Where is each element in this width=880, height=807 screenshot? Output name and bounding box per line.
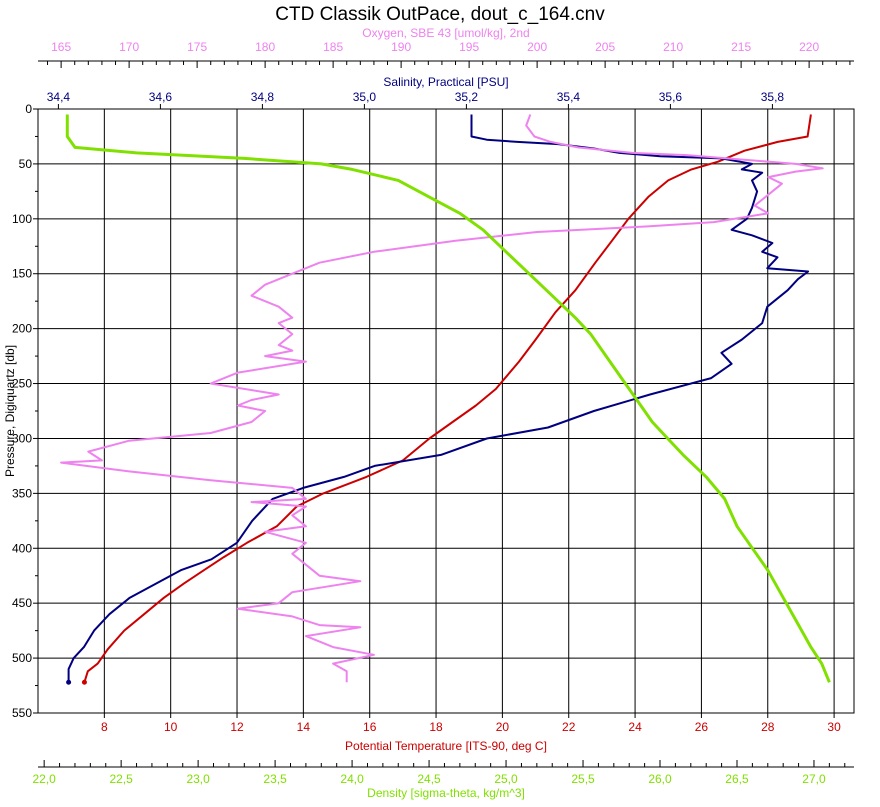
oxygen-tick-label: 205 bbox=[595, 40, 615, 54]
y-tick-label: 300 bbox=[12, 431, 32, 445]
oxygen-tick-label: 215 bbox=[731, 40, 751, 54]
salinity-tick-label: 35,4 bbox=[557, 90, 581, 104]
chart-title: CTD Classik OutPace, dout_c_164.cnv bbox=[275, 4, 605, 25]
density-tick-label: 25,5 bbox=[571, 772, 595, 786]
oxygen-tick-label: 165 bbox=[51, 40, 71, 54]
density-series-line bbox=[65, 114, 831, 683]
y-tick-label: 550 bbox=[12, 706, 32, 720]
temperature-tick-label: 24 bbox=[628, 720, 642, 734]
plot-frame bbox=[37, 108, 855, 714]
y-tick-label: 450 bbox=[12, 596, 32, 610]
temperature-tick-label: 22 bbox=[562, 720, 576, 734]
oxygen-tick-label: 180 bbox=[255, 40, 275, 54]
salinity-tick-label: 34,8 bbox=[251, 90, 275, 104]
oxygen-tick-label: 195 bbox=[459, 40, 479, 54]
y-tick-label: 50 bbox=[19, 157, 33, 171]
salinity-axis-title: Salinity, Practical [PSU] bbox=[383, 75, 508, 89]
temperature-tick-label: 14 bbox=[297, 720, 311, 734]
temperature-axis-title: Potential Temperature [ITS-90, deg C] bbox=[345, 739, 547, 753]
temperature-tick-label: 30 bbox=[827, 720, 841, 734]
density-tick-label: 22,0 bbox=[32, 772, 56, 786]
oxygen-tick-label: 190 bbox=[391, 40, 411, 54]
density-tick-label: 26,0 bbox=[648, 772, 672, 786]
temperature-tick-label: 10 bbox=[164, 720, 178, 734]
temperature-tick-label: 8 bbox=[101, 720, 108, 734]
salinity-tick-label: 35,6 bbox=[659, 90, 683, 104]
y-tick-label: 150 bbox=[12, 267, 32, 281]
temperature-tick-label: 20 bbox=[496, 720, 510, 734]
y-tick-label: 500 bbox=[12, 651, 32, 665]
oxygen-tick-label: 170 bbox=[119, 40, 139, 54]
temperature-tick-label: 26 bbox=[695, 720, 709, 734]
salinity-tick-label: 34,6 bbox=[149, 90, 173, 104]
density-tick-label: 23,0 bbox=[186, 772, 210, 786]
density-tick-label: 26,5 bbox=[725, 772, 749, 786]
oxygen-tick-label: 210 bbox=[663, 40, 683, 54]
density-tick-label: 22,5 bbox=[109, 772, 133, 786]
temperature-end-marker bbox=[81, 679, 87, 685]
density-axis-title: Density [sigma-theta, kg/m^3] bbox=[367, 786, 525, 800]
oxygen-tick-label: 220 bbox=[799, 40, 819, 54]
salinity-tick-label: 35,2 bbox=[455, 90, 479, 104]
temperature-tick-label: 18 bbox=[429, 720, 443, 734]
salinity-tick-label: 35,0 bbox=[353, 90, 377, 104]
oxygen-tick-label: 200 bbox=[527, 40, 547, 54]
salinity-tick-label: 35,8 bbox=[761, 90, 785, 104]
density-tick-label: 24,0 bbox=[340, 772, 364, 786]
density-tick-label: 23,5 bbox=[263, 772, 287, 786]
salinity-tick-label: 34,4 bbox=[47, 90, 71, 104]
density-tick-label: 27,0 bbox=[802, 772, 826, 786]
y-tick-label: 200 bbox=[12, 322, 32, 336]
oxygen-series-line bbox=[60, 114, 824, 683]
y-tick-label: 100 bbox=[12, 212, 32, 226]
oxygen-axis-title: Oxygen, SBE 43 [umol/kg], 2nd bbox=[362, 26, 529, 40]
density-tick-label: 25,0 bbox=[494, 772, 518, 786]
y-tick-label: 350 bbox=[12, 486, 32, 500]
density-tick-label: 24,5 bbox=[417, 772, 441, 786]
oxygen-tick-label: 185 bbox=[323, 40, 343, 54]
y-tick-label: 250 bbox=[12, 377, 32, 391]
temperature-series-line bbox=[83, 114, 812, 683]
y-axis-title: Pressure, Digiquartz [db] bbox=[3, 345, 17, 477]
salinity-end-marker bbox=[66, 679, 72, 685]
temperature-tick-label: 16 bbox=[363, 720, 377, 734]
salinity-series-line bbox=[67, 114, 810, 683]
y-tick-label: 400 bbox=[12, 541, 32, 555]
oxygen-tick-label: 175 bbox=[187, 40, 207, 54]
temperature-tick-label: 28 bbox=[761, 720, 775, 734]
temperature-tick-label: 12 bbox=[230, 720, 244, 734]
plot-area bbox=[38, 109, 854, 713]
y-tick-label: 0 bbox=[25, 102, 32, 116]
